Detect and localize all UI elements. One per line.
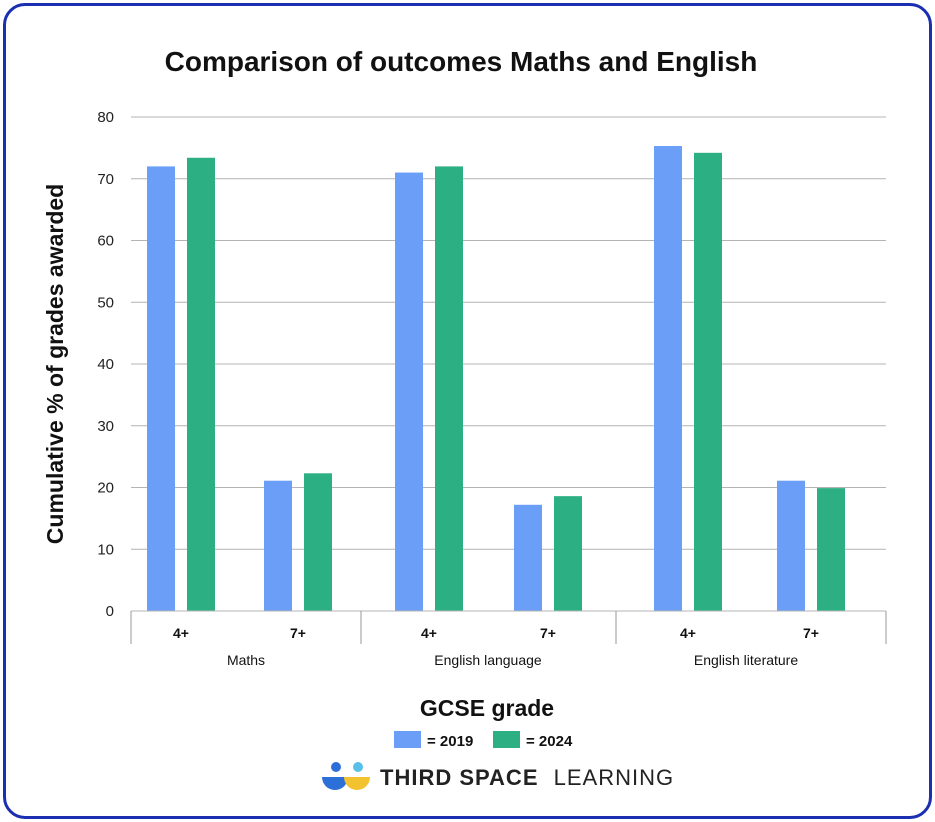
bar-2019 [777,480,805,611]
logo-text-bold: THIRD SPACE [380,765,539,790]
y-tick-label: 50 [97,294,114,311]
logo-blue-arc-icon [322,777,348,790]
y-tick-label: 0 [106,603,114,620]
bar-2019 [654,146,682,611]
x-group-label: English literature [694,652,798,668]
x-tick-label: 7+ [540,625,556,641]
legend-label: = 2019 [427,733,473,750]
bar-2024 [694,152,722,611]
bar-2024 [187,157,215,611]
x-tick-label: 4+ [173,625,189,641]
y-tick-label: 70 [97,171,114,188]
x-axis: 4+ 7+ Maths 4+ 7+ English language 4+ 7+ English… [130,610,887,668]
bar-2024 [817,488,845,611]
grid-lines [131,116,886,612]
logo-cyan-dot-icon [353,762,363,772]
svg-text:THIRD SPACE LEARNING: THIRD SPACE LEARNING [380,765,674,790]
bar-2024 [435,166,463,611]
y-tick-label: 80 [97,109,114,126]
bar-2024 [304,473,332,611]
legend-label: = 2024 [526,733,573,750]
legend-swatch-2024 [493,731,520,748]
x-tick-label: 4+ [421,625,437,641]
x-axis-title: GCSE grade [420,695,554,721]
bar-2024 [554,496,582,611]
x-group-label: English language [434,652,542,668]
y-tick-label: 10 [97,541,114,558]
logo-blue-dot-icon [331,762,341,772]
logo-yellow-arc-icon [344,777,370,790]
x-tick-label: 7+ [803,625,819,641]
y-axis-title: Cumulative % of grades awarded [42,184,68,544]
y-tick-label: 40 [97,356,114,373]
legend: = 2019 = 2024 [394,731,573,750]
y-tick-label: 20 [97,480,114,497]
x-tick-label: 7+ [290,625,306,641]
x-group-label: Maths [227,652,265,668]
chart-title: Comparison of outcomes Maths and English [165,46,758,77]
y-tick-label: 60 [97,233,114,250]
bars [147,146,845,611]
bar-2019 [395,172,423,611]
third-space-learning-logo: THIRD SPACE LEARNING [322,762,674,790]
logo-text-light: LEARNING [554,765,674,790]
bar-2019 [264,480,292,611]
x-tick-label: 4+ [680,625,696,641]
bar-2019 [147,166,175,611]
legend-swatch-2019 [394,731,421,748]
bar-2019 [514,504,542,611]
y-axis-ticks: 0 10 20 30 40 50 60 70 80 [97,109,114,620]
y-tick-label: 30 [97,418,114,435]
